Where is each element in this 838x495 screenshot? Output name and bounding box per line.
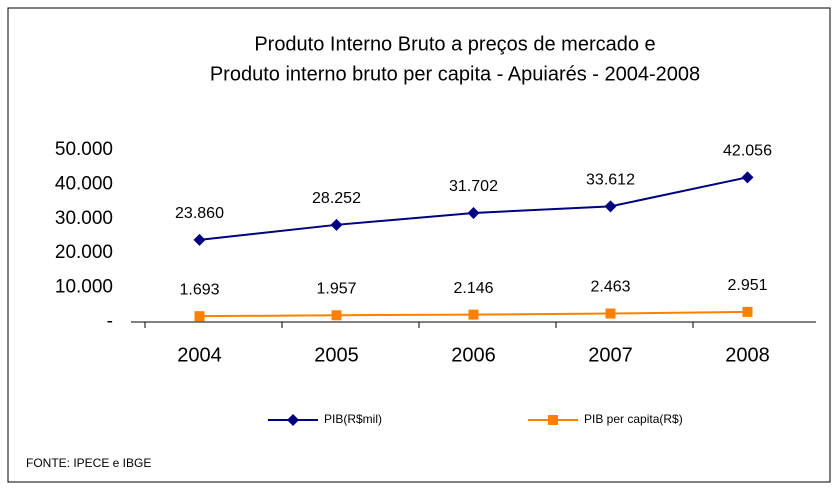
chart-title: Produto interno bruto per capita - Apuia… <box>210 63 700 85</box>
chart-title: Produto Interno Bruto a preços de mercad… <box>254 33 655 55</box>
point <box>330 218 343 231</box>
y-tick-label: 10.000 <box>55 277 113 298</box>
point <box>604 200 617 213</box>
data-label: 31.702 <box>449 178 498 195</box>
x-tick-label: 2008 <box>725 344 770 366</box>
point <box>331 310 342 321</box>
y-tick-label: - <box>107 311 113 332</box>
x-tick-label: 2007 <box>588 344 633 366</box>
y-tick-label: 40.000 <box>55 173 113 194</box>
legend-label: PIB(R$mil) <box>324 412 382 426</box>
x-tick-label: 2004 <box>177 344 222 366</box>
point <box>287 414 299 426</box>
data-label: 28.252 <box>312 190 361 207</box>
point <box>194 311 205 322</box>
data-label: 33.612 <box>586 172 635 189</box>
source-note: FONTE: IPECE e IBGE <box>26 456 151 470</box>
y-tick-label: 30.000 <box>55 208 113 229</box>
point <box>741 171 754 184</box>
point <box>468 309 479 320</box>
point <box>605 308 616 319</box>
data-label: 1.957 <box>316 280 356 297</box>
data-label: 2.951 <box>727 277 767 294</box>
point <box>467 206 480 219</box>
data-label: 2.146 <box>453 280 493 297</box>
x-tick-label: 2005 <box>314 344 359 366</box>
point <box>193 233 206 246</box>
y-tick-label: 20.000 <box>55 242 113 263</box>
x-tick-label: 2006 <box>451 344 496 366</box>
data-label: 42.056 <box>723 143 772 160</box>
y-tick-label: 50.000 <box>55 139 113 160</box>
legend-label: PIB per capita(R$) <box>584 412 683 426</box>
point <box>742 306 753 317</box>
data-label: 23.860 <box>175 205 224 222</box>
data-label: 2.463 <box>590 279 630 296</box>
data-label: 1.693 <box>179 281 219 298</box>
chart-frame <box>7 7 831 483</box>
point <box>548 415 558 425</box>
